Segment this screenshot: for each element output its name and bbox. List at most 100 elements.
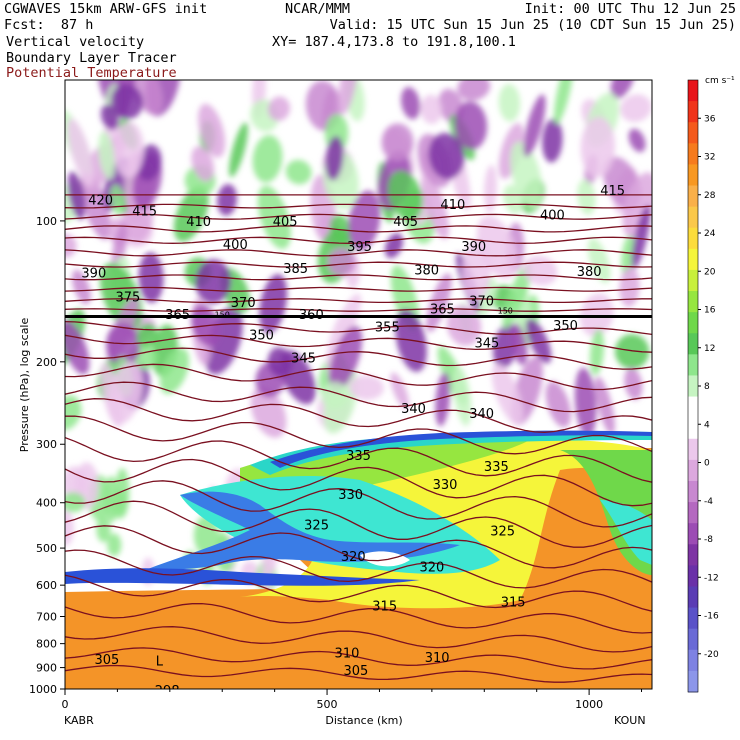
theta-contour bbox=[65, 647, 652, 670]
velocity-cell bbox=[498, 83, 521, 122]
theta-label: 365 bbox=[165, 308, 190, 323]
theta-label: 325 bbox=[304, 518, 329, 533]
velocity-cell bbox=[614, 334, 650, 370]
theta-label: 420 bbox=[88, 193, 113, 208]
theta-label: 340 bbox=[401, 402, 426, 417]
field-vertical-velocity: Vertical velocity bbox=[6, 34, 145, 50]
theta-label: 365 bbox=[430, 303, 455, 318]
theta-label: 405 bbox=[393, 215, 418, 230]
velocity-cell bbox=[545, 381, 571, 428]
velocity-cell bbox=[328, 325, 363, 392]
colorbar-swatch bbox=[688, 628, 698, 651]
model-title: CGWAVES 15km ARW-GFS init bbox=[4, 1, 208, 17]
potential-temperature-labels: 420 415 410 405 405 410 400 415 390 400 395 390 385 3… bbox=[81, 184, 625, 689]
theta-label: 320 bbox=[419, 561, 444, 576]
field-potential-temperature: Potential Temperature bbox=[6, 65, 177, 81]
theta-contour bbox=[65, 261, 652, 268]
theta-label: 350 bbox=[553, 319, 578, 334]
velocity-cell bbox=[173, 185, 209, 242]
x-axis-label: Distance (km) bbox=[325, 714, 402, 727]
plot-annotation: 150 bbox=[215, 311, 230, 320]
colorbar-swatch bbox=[688, 143, 698, 165]
colorbar-tick-label: 28 bbox=[704, 191, 716, 201]
velocity-cell bbox=[525, 318, 552, 364]
tracer-right-cyan-area bbox=[600, 500, 652, 565]
velocity-cell bbox=[65, 492, 86, 513]
y-tick-label: 400 bbox=[36, 497, 57, 510]
colorbar-tick-label: 4 bbox=[704, 420, 710, 430]
velocity-cell bbox=[67, 118, 94, 187]
colorbar-swatch bbox=[688, 122, 698, 144]
x-tick-label: 1000 bbox=[575, 698, 603, 711]
colorbar-swatch bbox=[688, 649, 698, 672]
theta-label: 405 bbox=[273, 215, 298, 230]
colorbar-swatch bbox=[688, 206, 698, 229]
velocity-cell bbox=[457, 80, 491, 101]
theta-label: 415 bbox=[132, 204, 157, 219]
velocity-cell bbox=[454, 101, 488, 150]
theta-contour bbox=[65, 308, 652, 312]
y-tick-label: 1000 bbox=[29, 683, 57, 696]
theta-contour bbox=[65, 363, 652, 391]
colorbar-swatch bbox=[688, 164, 698, 187]
velocity-cell bbox=[100, 104, 119, 131]
theta-label: 360 bbox=[299, 308, 324, 323]
theta-contour bbox=[65, 381, 652, 413]
colorbar-tick-label: 36 bbox=[704, 114, 716, 124]
velocity-cell bbox=[484, 164, 497, 213]
plot-frame bbox=[64, 79, 653, 690]
colorbar-swatch bbox=[688, 375, 698, 398]
velocity-cell bbox=[338, 80, 358, 115]
theta-label: 340 bbox=[469, 407, 494, 422]
colorbar-tick-label: 24 bbox=[704, 229, 716, 239]
colorbar-tick-label: -8 bbox=[704, 535, 713, 545]
colorbar-tick-label: 8 bbox=[704, 382, 710, 392]
velocity-cell bbox=[325, 136, 344, 181]
theta-label: 335 bbox=[346, 449, 371, 464]
theta-label: 305 bbox=[343, 664, 368, 679]
theta-label: 370 bbox=[469, 295, 494, 310]
theta-contour bbox=[65, 525, 652, 569]
velocity-cell bbox=[96, 516, 111, 543]
velocity-cell bbox=[503, 184, 524, 214]
colorbar-tick-label: 16 bbox=[704, 306, 716, 316]
tracer-white-gap bbox=[360, 551, 410, 567]
theta-label: 395 bbox=[347, 240, 372, 255]
colorbar-swatch bbox=[688, 438, 698, 461]
potential-temperature-contours bbox=[65, 194, 652, 683]
tracer-upper-blue-band bbox=[270, 430, 652, 468]
theta-label: 345 bbox=[474, 337, 499, 352]
colorbar-swatch bbox=[688, 502, 698, 524]
y-tick-label: 300 bbox=[36, 438, 57, 451]
colorbar-tick-label: 0 bbox=[704, 459, 710, 469]
tracer-green-region bbox=[240, 440, 530, 540]
theta-label: 345 bbox=[291, 352, 316, 367]
theta-contour bbox=[65, 602, 652, 634]
velocity-cell bbox=[577, 179, 596, 215]
velocity-cell bbox=[65, 395, 82, 431]
colorbar-swatch bbox=[688, 101, 698, 123]
velocity-cell bbox=[381, 123, 414, 162]
theta-contour bbox=[65, 574, 652, 612]
theta-contour bbox=[65, 274, 652, 281]
velocity-cell bbox=[320, 381, 349, 410]
x-endpoint-right: KOUN bbox=[614, 714, 646, 727]
theta-contour bbox=[65, 664, 652, 683]
theta-label: 370 bbox=[231, 296, 256, 311]
colorbar-tick-label: 32 bbox=[704, 153, 715, 163]
colorbar-swatch bbox=[688, 396, 698, 419]
colorbar-swatch bbox=[688, 565, 698, 587]
theta-label: 380 bbox=[577, 265, 602, 280]
velocity-cell bbox=[107, 533, 122, 557]
colorbar-swatch bbox=[688, 607, 698, 630]
velocity-cell bbox=[267, 96, 291, 121]
velocity-cell bbox=[580, 116, 616, 178]
theta-contour bbox=[65, 320, 652, 336]
velocity-cell bbox=[619, 267, 640, 308]
velocity-cell bbox=[348, 375, 384, 400]
init-time: Init: 00 UTC Thu 12 Jun 25 bbox=[524, 1, 736, 17]
colorbar-swatch bbox=[688, 586, 698, 609]
velocity-cell bbox=[250, 386, 287, 438]
theta-contour bbox=[65, 347, 652, 370]
velocity-cell bbox=[620, 94, 652, 123]
